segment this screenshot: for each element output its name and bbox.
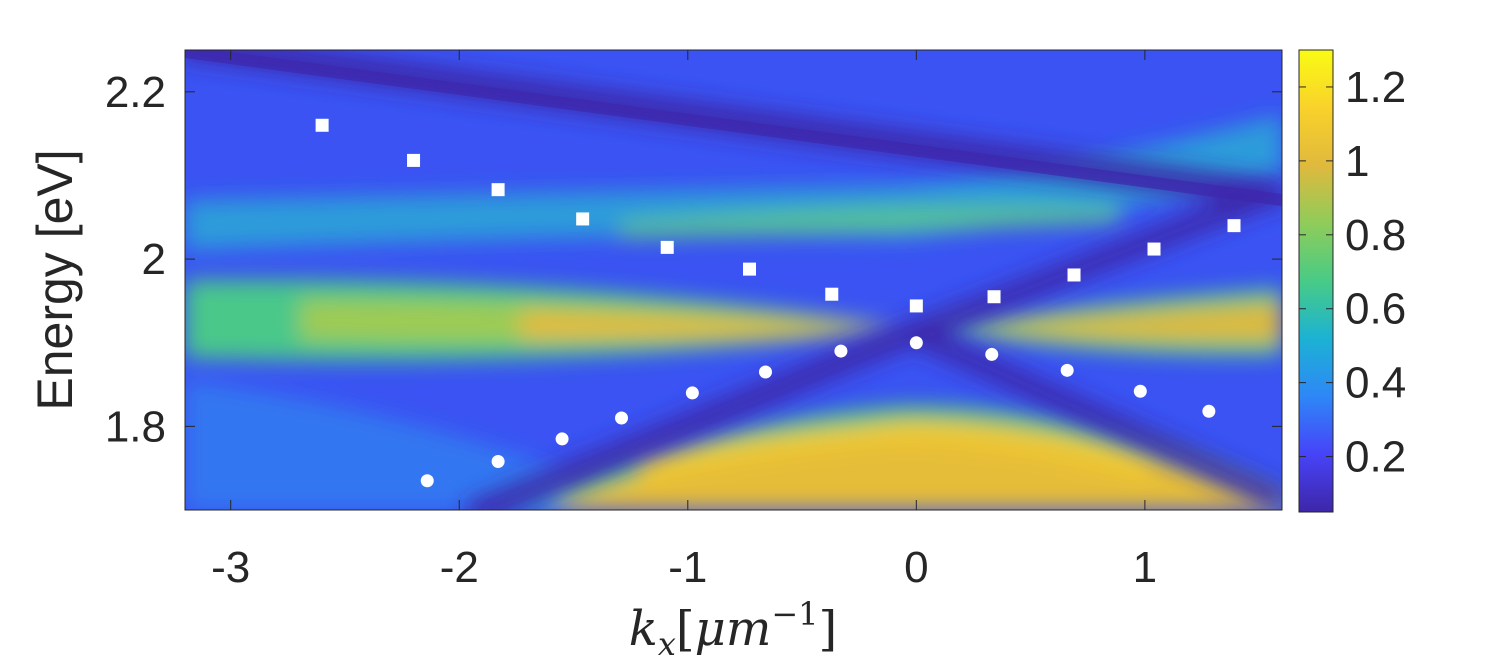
x-label-bracket-open: [ <box>676 601 695 657</box>
circle-marker-11 <box>1202 404 1216 418</box>
square-marker-11 <box>1227 219 1241 233</box>
colorbar-tick-label-1: 0.4 <box>1345 359 1406 408</box>
colorbar-tick-label-0: 0.2 <box>1345 433 1406 482</box>
x-label-subscript: x <box>658 625 676 663</box>
circle-marker-1 <box>491 454 505 468</box>
colorbar: 0.2 0.4 0.6 0.8 1 1.2 <box>1298 49 1406 513</box>
circle-marker-6 <box>834 344 848 358</box>
y-tick-label-2: 2.2 <box>105 68 166 117</box>
x-label-superscript: −1 <box>771 595 818 633</box>
circle-marker-8 <box>985 347 999 361</box>
circle-marker-5 <box>758 365 772 379</box>
square-marker-6 <box>825 287 839 301</box>
square-marker-9 <box>1067 268 1081 282</box>
square-marker-8 <box>987 290 1001 304</box>
x-tick-label-2: -1 <box>668 543 707 592</box>
square-marker-10 <box>1147 242 1161 256</box>
x-label-unit: μm <box>695 601 772 657</box>
square-marker-7 <box>909 299 923 313</box>
colorbar-tick-label-5: 1.2 <box>1345 63 1406 112</box>
square-marker-5 <box>742 262 756 276</box>
x-tick-label-4: 1 <box>1133 543 1157 592</box>
square-marker-1 <box>407 153 421 167</box>
y-tick-label-0: 1.8 <box>105 402 166 451</box>
circle-marker-0 <box>420 474 434 488</box>
colorbar-tick-label-2: 0.6 <box>1345 285 1406 334</box>
x-tick-label-3: 0 <box>904 543 928 592</box>
square-marker-0 <box>315 118 329 132</box>
colorbar-tick-label-4: 1 <box>1345 137 1369 186</box>
circle-marker-2 <box>555 432 569 446</box>
circle-marker-7 <box>909 336 923 350</box>
square-marker-3 <box>576 212 590 226</box>
y-axis-ticks: 1.8 2 2.2 <box>105 68 1282 451</box>
y-axis-label: Energy [eV] <box>27 149 83 410</box>
data-markers <box>315 118 1241 488</box>
plot-frame <box>184 49 1283 511</box>
x-label-base: k <box>629 601 658 657</box>
x-tick-label-0: -3 <box>211 543 250 592</box>
circle-marker-3 <box>615 411 629 425</box>
colorbar-ticks: 0.2 0.4 0.6 0.8 1 1.2 <box>1299 63 1406 482</box>
y-tick-label-1: 2 <box>142 235 166 284</box>
x-axis-label: kx[μm−1] <box>629 595 838 663</box>
x-tick-label-1: -2 <box>440 543 479 592</box>
x-label-bracket-close: ] <box>819 601 838 657</box>
square-marker-2 <box>491 183 505 197</box>
square-marker-4 <box>660 240 674 254</box>
circle-marker-4 <box>685 386 699 400</box>
colorbar-tick-label-3: 0.8 <box>1345 211 1406 260</box>
circle-marker-10 <box>1133 384 1147 398</box>
colorbar-gradient <box>1298 49 1334 513</box>
heatmap-image <box>185 50 1282 510</box>
circle-marker-9 <box>1060 363 1074 377</box>
x-axis-ticks: -3 -2 -1 0 1 <box>211 50 1157 592</box>
